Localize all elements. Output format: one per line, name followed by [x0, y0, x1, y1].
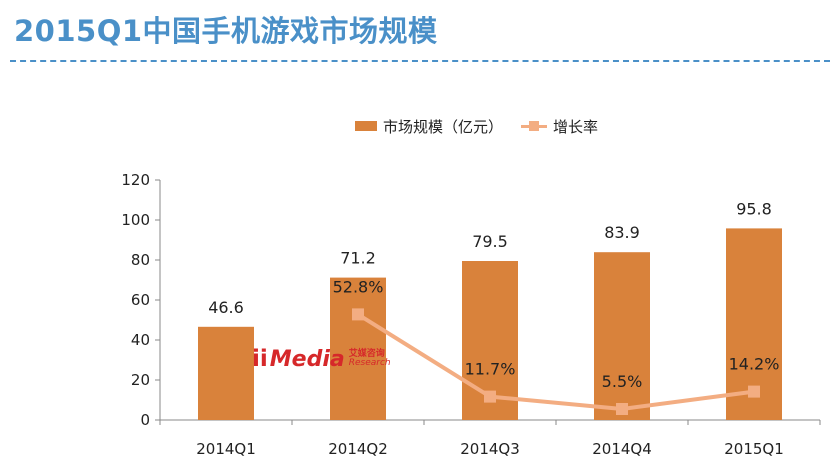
watermark-word: Media: [269, 346, 345, 372]
x-tick-label: 2014Q2: [328, 440, 388, 458]
bar-value-label: 79.5: [472, 232, 508, 251]
growth-value-label: 5.5%: [602, 372, 643, 391]
growth-value-label: 14.2%: [729, 355, 780, 374]
bar-value-label: 95.8: [736, 199, 772, 218]
bar-value-label: 83.9: [604, 223, 640, 242]
legend-line-swatch: [521, 121, 548, 131]
x-tick-label: 2014Q4: [592, 440, 652, 458]
bar: [198, 326, 254, 420]
watermark-cn: 艾媒咨询: [348, 349, 385, 359]
watermark-logo: ii: [252, 346, 268, 372]
y-tick-label: 40: [131, 331, 150, 349]
legend-item-bar: 市场规模（亿元）: [355, 116, 503, 137]
title-divider: [10, 60, 830, 62]
y-tick-label: 80: [131, 251, 150, 269]
x-tick-label: 2015Q1: [724, 440, 784, 458]
x-tick-label: 2014Q1: [196, 440, 256, 458]
y-tick-label: 20: [131, 371, 150, 389]
page-title: 2015Q1中国手机游戏市场规模: [14, 14, 438, 48]
bar: [594, 252, 650, 420]
watermark-side: 艾媒咨询 Research: [349, 350, 391, 368]
y-tick-label: 60: [131, 291, 150, 309]
x-tick-label: 2014Q3: [460, 440, 520, 458]
legend-bar-label: 市场规模（亿元）: [383, 117, 504, 136]
growth-marker: [484, 390, 496, 403]
growth-marker: [748, 385, 760, 398]
imedia-watermark: ii Media 艾媒咨询 Research: [252, 346, 391, 372]
bar-value-label: 71.2: [340, 249, 376, 268]
bar: [330, 277, 386, 420]
legend-bar-swatch: [355, 121, 377, 131]
growth-marker: [352, 308, 364, 321]
bar-value-label: 46.6: [208, 298, 244, 317]
legend-item-line: 增长率: [521, 116, 598, 137]
y-tick-label: 120: [121, 171, 150, 189]
growth-marker: [616, 403, 628, 415]
legend-line-label: 增长率: [553, 117, 599, 136]
watermark-en: Research: [348, 358, 391, 368]
growth-line: [356, 312, 755, 411]
chart-legend: 市场规模（亿元） 增长率: [355, 116, 598, 136]
y-tick-label: 100: [121, 211, 150, 229]
growth-value-label: 11.7%: [465, 360, 516, 379]
growth-value-label: 52.8%: [333, 277, 384, 296]
y-tick-label: 0: [140, 411, 150, 429]
